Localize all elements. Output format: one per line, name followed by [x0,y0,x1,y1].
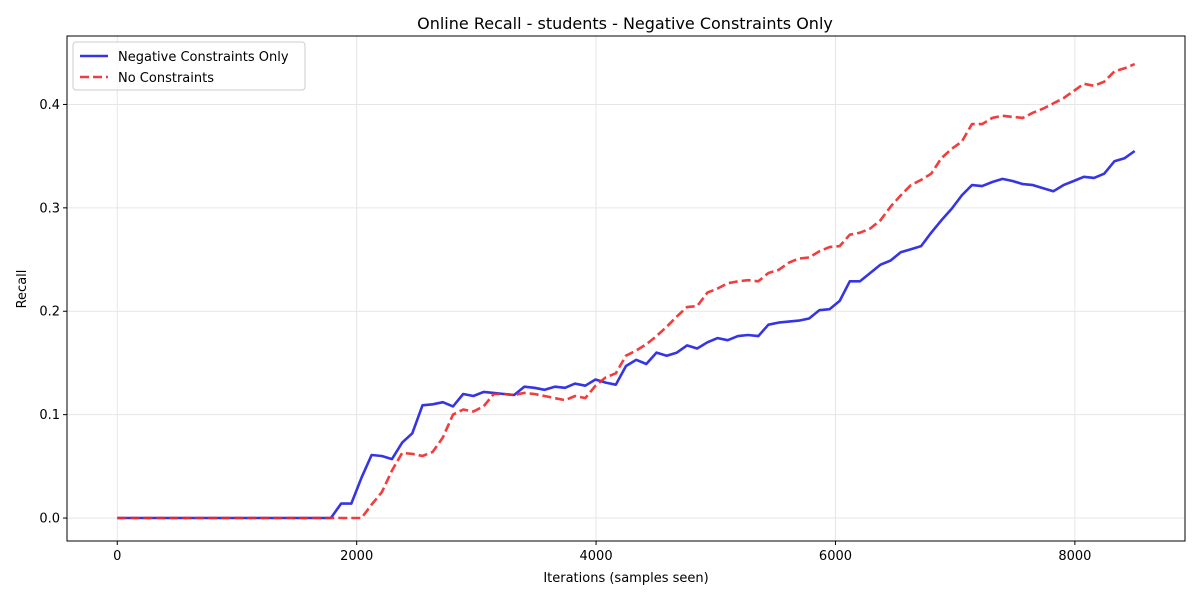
x-axis-ticks: 0 2000 4000 6000 8000 [113,541,1091,564]
y-axis-label: Recall [15,270,30,309]
y-tick-label: 0.0 [39,512,60,527]
y-axis-ticks: 0.0 0.1 0.2 0.3 0.4 [39,98,67,527]
x-tick-label: 2000 [340,549,373,564]
chart-title: Online Recall - students - Negative Cons… [417,14,833,33]
plot-area-frame [66,35,1186,542]
y-tick-label: 0.2 [39,305,60,320]
x-tick-label: 0 [113,549,121,564]
grid-lines [67,36,1185,541]
series-lines [117,62,1136,520]
legend: Negative Constraints Only No Constraints [72,41,306,91]
y-tick-label: 0.1 [39,408,60,423]
x-tick-label: 4000 [580,549,613,564]
legend-label-1: Negative Constraints Only [118,50,289,65]
y-tick-label: 0.4 [39,98,60,113]
legend-label-2: No Constraints [118,71,214,86]
y-tick-label: 0.3 [39,201,60,216]
series-line-2 [117,62,1136,520]
legend-box [72,41,306,91]
x-tick-label: 8000 [1058,549,1091,564]
x-axis-label: Iterations (samples seen) [543,571,708,586]
x-tick-label: 6000 [819,549,852,564]
